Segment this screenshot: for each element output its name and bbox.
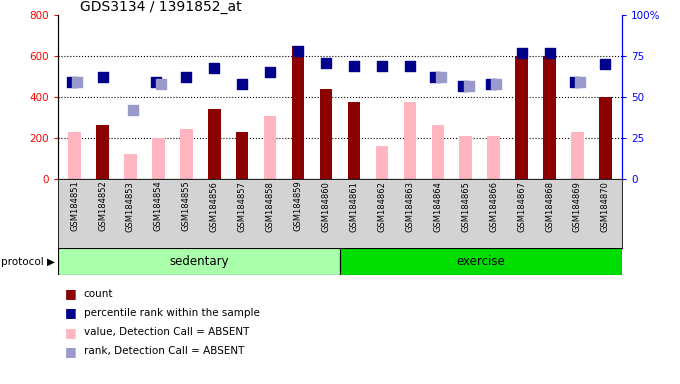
Point	[150, 79, 161, 85]
Text: rank, Detection Call = ABSENT: rank, Detection Call = ABSENT	[84, 346, 244, 356]
Text: GSM184854: GSM184854	[154, 180, 163, 232]
Text: ■: ■	[65, 287, 76, 300]
Point	[430, 74, 441, 81]
Bar	[236, 132, 248, 179]
Text: GSM184858: GSM184858	[266, 180, 275, 232]
Bar	[68, 132, 81, 179]
Text: GDS3134 / 1391852_at: GDS3134 / 1391852_at	[80, 0, 242, 14]
Text: GSM184851: GSM184851	[70, 180, 79, 232]
Bar	[571, 132, 584, 179]
Text: GSM184859: GSM184859	[294, 180, 303, 232]
Point	[265, 70, 275, 76]
Bar	[58, 248, 340, 275]
Text: GSM184865: GSM184865	[461, 180, 471, 232]
Text: GSM184870: GSM184870	[601, 180, 610, 232]
Bar	[375, 146, 388, 179]
Bar	[515, 56, 528, 179]
Point	[156, 81, 167, 87]
Point	[575, 79, 585, 85]
Bar	[432, 124, 444, 179]
Point	[600, 61, 611, 68]
Point	[97, 74, 108, 81]
Bar	[152, 138, 165, 179]
Text: GSM184855: GSM184855	[182, 180, 191, 232]
Text: GSM184867: GSM184867	[517, 180, 526, 232]
Bar	[340, 248, 622, 275]
Text: GSM184864: GSM184864	[433, 180, 442, 232]
Point	[491, 81, 502, 87]
Point	[377, 63, 388, 69]
Text: protocol ▶: protocol ▶	[1, 257, 54, 266]
Point	[544, 50, 555, 56]
Text: ■: ■	[65, 345, 76, 358]
Point	[67, 79, 78, 85]
Bar	[208, 109, 220, 179]
Point	[209, 65, 220, 71]
Bar	[264, 116, 277, 179]
Bar	[124, 154, 137, 179]
Text: GSM184853: GSM184853	[126, 180, 135, 232]
Text: GSM184868: GSM184868	[545, 180, 554, 232]
Point	[516, 50, 527, 56]
Text: GSM184856: GSM184856	[209, 180, 219, 232]
Point	[569, 79, 580, 85]
Bar	[488, 136, 500, 179]
Text: GSM184857: GSM184857	[238, 180, 247, 232]
Text: GSM184866: GSM184866	[489, 180, 498, 232]
Point	[405, 63, 415, 69]
Bar	[180, 129, 192, 179]
Text: percentile rank within the sample: percentile rank within the sample	[84, 308, 260, 318]
Point	[237, 81, 248, 87]
Text: GSM184852: GSM184852	[98, 180, 107, 232]
Text: value, Detection Call = ABSENT: value, Detection Call = ABSENT	[84, 327, 249, 337]
Point	[349, 63, 360, 69]
Bar	[460, 136, 472, 179]
Point	[72, 79, 83, 85]
Point	[435, 74, 446, 81]
Bar	[96, 124, 109, 179]
Text: sedentary: sedentary	[169, 255, 228, 268]
Text: GSM184863: GSM184863	[405, 180, 414, 232]
Point	[320, 60, 331, 66]
Bar	[599, 97, 612, 179]
Point	[463, 83, 474, 89]
Point	[181, 74, 192, 81]
Point	[486, 81, 496, 87]
Bar	[292, 46, 305, 179]
Bar	[347, 102, 360, 179]
Text: ■: ■	[65, 306, 76, 319]
Point	[458, 83, 469, 89]
Point	[128, 107, 139, 113]
Text: count: count	[84, 289, 113, 299]
Text: GSM184869: GSM184869	[573, 180, 582, 232]
Text: ■: ■	[65, 326, 76, 339]
Text: exercise: exercise	[457, 255, 505, 268]
Text: GSM184861: GSM184861	[350, 180, 358, 232]
Bar	[543, 56, 556, 179]
Bar	[320, 89, 333, 179]
Bar	[403, 102, 416, 179]
Text: GSM184860: GSM184860	[322, 180, 330, 232]
Text: GSM184862: GSM184862	[377, 180, 386, 232]
Point	[292, 48, 303, 55]
